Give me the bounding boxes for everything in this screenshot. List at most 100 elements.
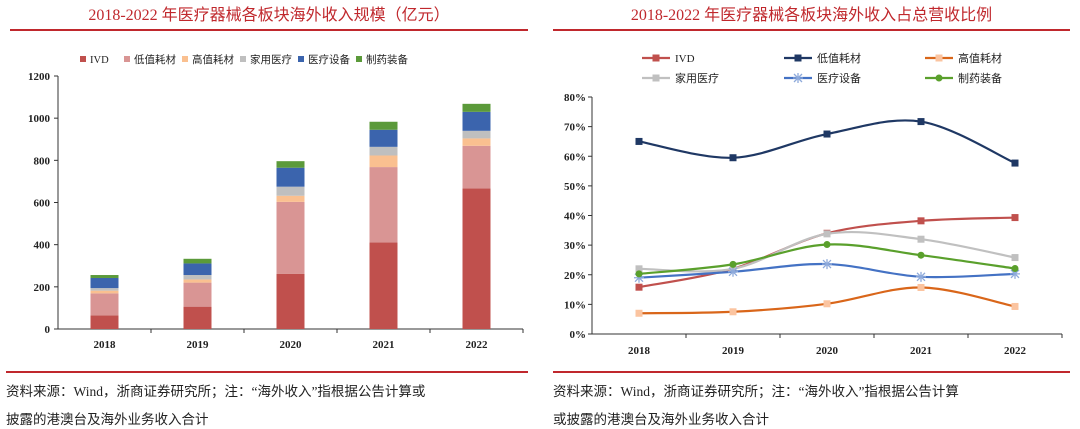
bar-segment-家用医疗 [183, 275, 212, 280]
bar-segment-低值耗材 [369, 167, 398, 243]
line-legend-label: 医疗设备 [817, 71, 861, 85]
right-source-note-line2: 或披露的港澳台及海外业务收入合计 [553, 412, 769, 427]
bar-legend-label: 低值耗材 [134, 53, 176, 66]
line-point-医疗设备 [634, 272, 644, 283]
line-point-医疗设备 [728, 266, 738, 277]
bar-y-tick-label: 200 [34, 282, 51, 294]
line-point-家用医疗 [917, 235, 925, 243]
line-legend-marker [652, 54, 660, 62]
line-point-高值耗材 [917, 283, 925, 291]
line-y-tick-label: 0% [570, 329, 587, 341]
bar-legend-label: 高值耗材 [192, 53, 234, 66]
bar-segment-高值耗材 [90, 290, 119, 294]
bar-segment-低值耗材 [462, 145, 491, 189]
line-legend-label: 家用医疗 [675, 71, 719, 85]
line-point-家用医疗 [1011, 254, 1019, 262]
line-point-低值耗材 [1011, 159, 1019, 167]
bar-x-tick-label: 2020 [280, 339, 303, 351]
bar-legend-swatch [124, 56, 130, 62]
line-point-制药装备 [635, 270, 643, 278]
line-point-高值耗材 [635, 309, 643, 317]
bar-segment-IVD [369, 242, 398, 329]
bar-segment-IVD [183, 306, 212, 329]
line-point-IVD [917, 217, 925, 225]
bar-segment-IVD [90, 315, 119, 329]
bar-legend-swatch [356, 56, 362, 62]
bar-legend-label: 家用医疗 [250, 53, 292, 66]
line-point-医疗设备 [916, 271, 926, 282]
bar-segment-制药装备 [369, 121, 398, 130]
bar-y-tick-label: 400 [34, 240, 51, 252]
line-y-tick-label: 60% [564, 151, 586, 163]
bar-segment-低值耗材 [90, 293, 119, 316]
line-x-tick-label: 2019 [722, 345, 745, 357]
line-series-低值耗材 [638, 119, 1016, 165]
bar-segment-制药装备 [90, 275, 119, 278]
bar-x-tick-label: 2019 [187, 339, 210, 351]
line-point-高值耗材 [1011, 302, 1019, 310]
right-footer-line [553, 371, 1070, 373]
bar-segment-家用医疗 [462, 130, 491, 139]
bar-segment-医疗设备 [462, 111, 491, 131]
left-title-rule [10, 29, 528, 31]
bar-segment-制药装备 [276, 161, 305, 168]
line-legend-label: 高值耗材 [958, 51, 1002, 65]
line-point-制药装备 [1011, 265, 1019, 273]
line-point-低值耗材 [917, 118, 925, 126]
line-legend-label: 低值耗材 [817, 51, 861, 65]
bar-segment-高值耗材 [462, 138, 491, 146]
bar-segment-家用医疗 [369, 146, 398, 156]
bar-legend-label: 制药装备 [366, 53, 408, 66]
line-legend-marker [935, 54, 943, 62]
line-legend-marker [935, 74, 943, 82]
bar-segment-医疗设备 [183, 263, 212, 276]
bar-y-tick-label: 1200 [28, 71, 51, 83]
line-legend-marker [793, 73, 803, 83]
line-x-tick-label: 2018 [628, 345, 651, 357]
bar-x-tick-label: 2021 [373, 339, 395, 351]
bar-legend-swatch [240, 56, 246, 62]
line-x-tick-label: 2021 [910, 345, 932, 357]
left-source-note-line1: 资料来源：Wind，浙商证券研究所；注：“海外收入”指根据公告计算或 [6, 384, 426, 399]
right-title-rule [553, 29, 1070, 31]
bar-y-tick-label: 1000 [28, 113, 51, 125]
line-point-家用医疗 [635, 265, 643, 273]
bar-segment-医疗设备 [369, 129, 398, 147]
line-y-tick-label: 20% [564, 270, 586, 282]
bar-segment-高值耗材 [369, 155, 398, 168]
left-chart-title: 2018-2022 年医疗器械各板块海外收入规模（亿元） [88, 7, 450, 24]
line-point-制药装备 [917, 251, 925, 259]
line-x-tick-label: 2020 [816, 345, 839, 357]
line-point-低值耗材 [729, 154, 737, 162]
line-y-tick-label: 30% [564, 240, 586, 252]
bar-segment-制药装备 [183, 258, 212, 264]
line-legend-label: 制药装备 [958, 71, 1002, 85]
line-y-tick-label: 40% [564, 211, 586, 223]
bar-segment-医疗设备 [276, 167, 305, 187]
bar-segment-IVD [276, 273, 305, 329]
line-point-医疗设备 [822, 259, 832, 270]
bar-legend-swatch [298, 56, 304, 62]
bar-segment-制药装备 [462, 103, 491, 112]
line-point-低值耗材 [823, 130, 831, 138]
bar-segment-低值耗材 [276, 201, 305, 274]
line-point-IVD [1011, 214, 1019, 222]
line-legend-marker [794, 54, 802, 62]
line-legend-marker [652, 74, 660, 82]
bar-y-tick-label: 600 [34, 198, 51, 210]
line-point-医疗设备 [1010, 268, 1020, 279]
bar-y-tick-label: 0 [45, 324, 51, 336]
line-point-家用医疗 [823, 230, 831, 238]
bar-segment-医疗设备 [90, 277, 119, 289]
line-point-制药装备 [729, 260, 737, 268]
bar-segment-家用医疗 [90, 288, 119, 291]
line-point-IVD [635, 283, 643, 291]
bar-segment-低值耗材 [183, 282, 212, 307]
bar-x-tick-label: 2022 [466, 339, 489, 351]
left-source-note-line2: 披露的港澳台及海外业务收入合计 [6, 412, 209, 427]
bar-segment-高值耗材 [276, 195, 305, 202]
line-legend-label: IVD [675, 53, 695, 65]
line-y-tick-label: 10% [564, 299, 586, 311]
line-x-tick-label: 2022 [1004, 345, 1027, 357]
